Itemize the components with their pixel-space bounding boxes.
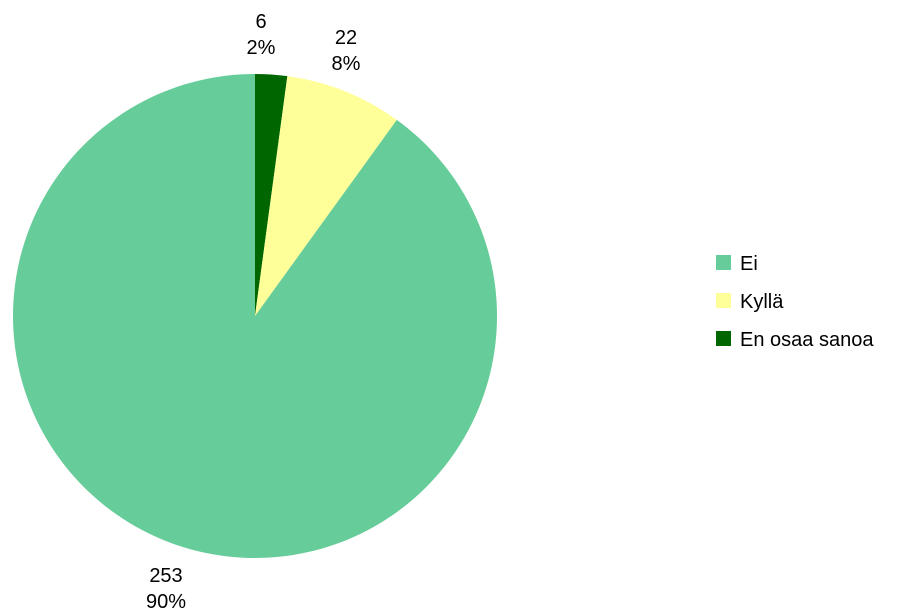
legend-label: En osaa sanoa [740, 329, 874, 351]
legend-swatch [716, 331, 731, 346]
pie-slice-ei [13, 74, 498, 559]
data-label-en-osaa-sanoa: 6 2% [247, 11, 276, 59]
pie-slice-en-osaa-sanoa [255, 73, 288, 316]
legend-label: Kyllä [740, 291, 784, 313]
legend-item-ei: Ei [716, 253, 758, 275]
legend-item-en-osaa-sanoa: En osaa sanoa [716, 329, 874, 351]
pie-slices [13, 73, 498, 559]
data-label-percent: 8% [332, 53, 361, 75]
data-label-value: 253 [149, 565, 182, 587]
data-label-percent: 90% [146, 591, 186, 613]
legend-swatch [716, 293, 731, 308]
legend-label: Ei [740, 253, 758, 275]
pie-slice-kylla [255, 76, 397, 316]
data-label-ei: 253 90% [146, 565, 186, 613]
legend: Ei Kyllä En osaa sanoa [716, 253, 874, 351]
data-label-kylla: 22 8% [332, 27, 361, 75]
data-label-value: 6 [255, 11, 266, 33]
data-label-value: 22 [335, 27, 357, 49]
legend-swatch [716, 255, 731, 270]
legend-item-kylla: Kyllä [716, 291, 784, 313]
data-label-percent: 2% [247, 37, 276, 59]
data-labels: 6 2% 22 8%253 90% [146, 11, 361, 613]
